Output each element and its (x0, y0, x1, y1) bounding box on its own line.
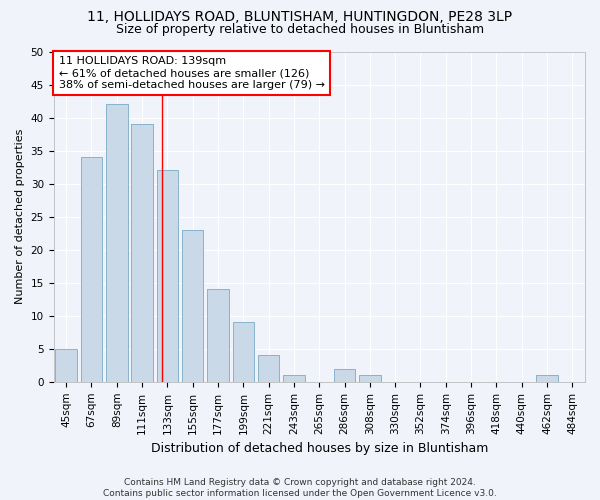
Bar (182, 230, 203, 382)
Bar (81, 157, 102, 382)
Bar (283, 375, 305, 382)
Y-axis label: Number of detached properties: Number of detached properties (15, 129, 25, 304)
Bar (157, 170, 178, 382)
Bar (131, 124, 153, 382)
Bar (359, 375, 380, 382)
Bar (536, 375, 558, 382)
Bar (106, 104, 128, 382)
Text: 11, HOLLIDAYS ROAD, BLUNTISHAM, HUNTINGDON, PE28 3LP: 11, HOLLIDAYS ROAD, BLUNTISHAM, HUNTINGD… (88, 10, 512, 24)
Text: Size of property relative to detached houses in Bluntisham: Size of property relative to detached ho… (116, 22, 484, 36)
Bar (55, 349, 77, 382)
Bar (334, 368, 355, 382)
Bar (233, 322, 254, 382)
Bar (258, 356, 280, 382)
Bar (207, 290, 229, 382)
Text: Contains HM Land Registry data © Crown copyright and database right 2024.
Contai: Contains HM Land Registry data © Crown c… (103, 478, 497, 498)
X-axis label: Distribution of detached houses by size in Bluntisham: Distribution of detached houses by size … (151, 442, 488, 455)
Text: 11 HOLLIDAYS ROAD: 139sqm
← 61% of detached houses are smaller (126)
38% of semi: 11 HOLLIDAYS ROAD: 139sqm ← 61% of detac… (59, 56, 325, 90)
